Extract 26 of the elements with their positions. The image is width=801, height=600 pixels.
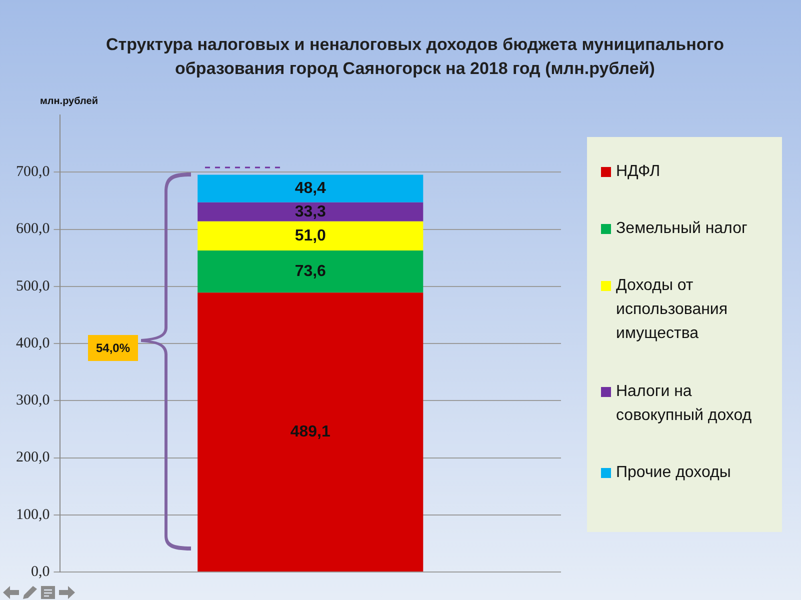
legend-label: Доходы от использования имущества xyxy=(616,276,729,344)
bar xyxy=(198,292,424,572)
legend-label: НДФЛ xyxy=(616,162,660,182)
y-tick-label: 0,0 xyxy=(31,564,50,580)
chart-title: Структура налоговых и неналоговых доходов бюджета муниципального образования город Саяногорск на 2018 год (млн.рублей) xyxy=(104,34,726,80)
bar xyxy=(198,174,424,202)
data-label: 48,4 xyxy=(294,180,326,197)
data-label: 33,3 xyxy=(294,203,326,220)
y-tick-label: 700,0 xyxy=(16,164,50,180)
y-tick-label: 200,0 xyxy=(16,450,50,466)
y-tick-label: 600,0 xyxy=(16,221,50,238)
y-tick-label: 300,0 xyxy=(16,392,50,409)
data-label: 489,1 xyxy=(290,423,330,440)
y-tick-label: 100,0 xyxy=(16,506,50,523)
y-tick-label: 400,0 xyxy=(16,335,50,352)
data-label: 51,0 xyxy=(294,227,326,244)
y-axis-title: млн.рублей xyxy=(40,96,98,107)
bar xyxy=(198,202,424,222)
legend-label: Земельный налог xyxy=(616,219,748,240)
y-tick-label: 500,0 xyxy=(16,278,50,294)
data-label: 73,6 xyxy=(294,262,326,280)
bar xyxy=(198,250,424,293)
legend-label: Налоги на совокупный доход xyxy=(616,382,753,426)
bar xyxy=(198,221,424,251)
callout-box: 54,0% xyxy=(88,335,138,361)
legend-label: Прочие доходы xyxy=(616,463,731,484)
